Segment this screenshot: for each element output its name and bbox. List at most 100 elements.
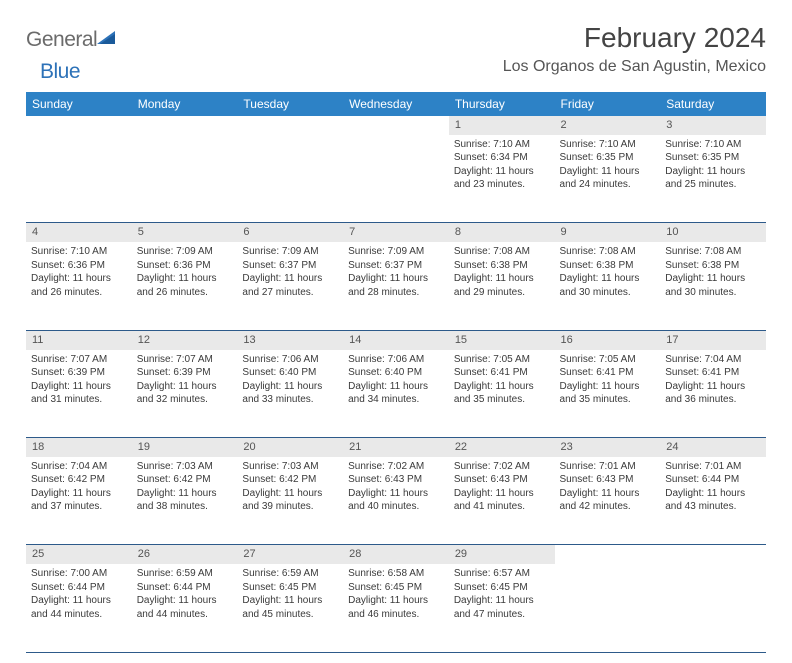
day-number-cell: 24	[660, 438, 766, 457]
daylight-text: Daylight: 11 hours and 41 minutes.	[454, 487, 550, 514]
sunrise-text: Sunrise: 6:59 AM	[137, 567, 233, 581]
day-cell	[343, 135, 449, 223]
day-number-cell: 20	[237, 438, 343, 457]
day-cell: Sunrise: 7:04 AMSunset: 6:42 PMDaylight:…	[26, 457, 132, 545]
daylight-text: Daylight: 11 hours and 45 minutes.	[242, 594, 338, 621]
day-number-cell: 27	[237, 545, 343, 564]
daylight-text: Daylight: 11 hours and 47 minutes.	[454, 594, 550, 621]
sunset-text: Sunset: 6:36 PM	[31, 259, 127, 273]
day-number-row: 123	[26, 116, 766, 135]
sunset-text: Sunset: 6:42 PM	[31, 473, 127, 487]
daylight-text: Daylight: 11 hours and 28 minutes.	[348, 272, 444, 299]
sunrise-text: Sunrise: 7:02 AM	[348, 460, 444, 474]
day-number-cell: 3	[660, 116, 766, 135]
day-number-cell: 1	[449, 116, 555, 135]
day-cell: Sunrise: 7:00 AMSunset: 6:44 PMDaylight:…	[26, 564, 132, 652]
day-cell: Sunrise: 7:08 AMSunset: 6:38 PMDaylight:…	[555, 242, 661, 330]
sunrise-text: Sunrise: 7:05 AM	[560, 353, 656, 367]
day-cell: Sunrise: 7:10 AMSunset: 6:34 PMDaylight:…	[449, 135, 555, 223]
sunrise-text: Sunrise: 7:07 AM	[31, 353, 127, 367]
weekday-header: Thursday	[449, 92, 555, 116]
daylight-text: Daylight: 11 hours and 44 minutes.	[31, 594, 127, 621]
day-cell: Sunrise: 6:58 AMSunset: 6:45 PMDaylight:…	[343, 564, 449, 652]
day-number-cell: 19	[132, 438, 238, 457]
sunset-text: Sunset: 6:42 PM	[242, 473, 338, 487]
sunset-text: Sunset: 6:41 PM	[560, 366, 656, 380]
sunrise-text: Sunrise: 7:08 AM	[454, 245, 550, 259]
sunset-text: Sunset: 6:45 PM	[454, 581, 550, 595]
sunrise-text: Sunrise: 7:10 AM	[665, 138, 761, 152]
day-number-cell: 13	[237, 330, 343, 349]
daylight-text: Daylight: 11 hours and 32 minutes.	[137, 380, 233, 407]
day-number-cell: 17	[660, 330, 766, 349]
day-cell: Sunrise: 7:09 AMSunset: 6:37 PMDaylight:…	[237, 242, 343, 330]
day-content-row: Sunrise: 7:04 AMSunset: 6:42 PMDaylight:…	[26, 457, 766, 545]
day-number-cell: 11	[26, 330, 132, 349]
daylight-text: Daylight: 11 hours and 36 minutes.	[665, 380, 761, 407]
sunrise-text: Sunrise: 7:02 AM	[454, 460, 550, 474]
daylight-text: Daylight: 11 hours and 39 minutes.	[242, 487, 338, 514]
daylight-text: Daylight: 11 hours and 33 minutes.	[242, 380, 338, 407]
day-number-cell: 25	[26, 545, 132, 564]
sunset-text: Sunset: 6:41 PM	[665, 366, 761, 380]
sunrise-text: Sunrise: 7:04 AM	[665, 353, 761, 367]
month-title: February 2024	[503, 22, 766, 54]
sunset-text: Sunset: 6:40 PM	[348, 366, 444, 380]
sunrise-text: Sunrise: 7:05 AM	[454, 353, 550, 367]
sunset-text: Sunset: 6:43 PM	[560, 473, 656, 487]
logo-text-general: General	[26, 28, 97, 52]
day-number-cell: 21	[343, 438, 449, 457]
sunrise-text: Sunrise: 7:00 AM	[31, 567, 127, 581]
day-number-cell: 22	[449, 438, 555, 457]
day-content-row: Sunrise: 7:10 AMSunset: 6:34 PMDaylight:…	[26, 135, 766, 223]
day-number-cell: 6	[237, 223, 343, 242]
daylight-text: Daylight: 11 hours and 40 minutes.	[348, 487, 444, 514]
day-number-cell: 10	[660, 223, 766, 242]
daylight-text: Daylight: 11 hours and 35 minutes.	[454, 380, 550, 407]
weekday-header-row: Sunday Monday Tuesday Wednesday Thursday…	[26, 92, 766, 116]
day-number-cell: 26	[132, 545, 238, 564]
day-number-cell: 15	[449, 330, 555, 349]
day-cell: Sunrise: 7:07 AMSunset: 6:39 PMDaylight:…	[26, 350, 132, 438]
day-number-cell	[26, 116, 132, 135]
day-number-cell: 5	[132, 223, 238, 242]
sunset-text: Sunset: 6:38 PM	[560, 259, 656, 273]
day-number-cell: 18	[26, 438, 132, 457]
sunrise-text: Sunrise: 7:06 AM	[242, 353, 338, 367]
sunrise-text: Sunrise: 7:10 AM	[31, 245, 127, 259]
day-number-cell: 8	[449, 223, 555, 242]
sunset-text: Sunset: 6:41 PM	[454, 366, 550, 380]
day-content-row: Sunrise: 7:07 AMSunset: 6:39 PMDaylight:…	[26, 350, 766, 438]
daylight-text: Daylight: 11 hours and 43 minutes.	[665, 487, 761, 514]
sunset-text: Sunset: 6:44 PM	[31, 581, 127, 595]
logo-text-blue: Blue	[40, 60, 80, 83]
sunset-text: Sunset: 6:38 PM	[665, 259, 761, 273]
sunrise-text: Sunrise: 7:07 AM	[137, 353, 233, 367]
sunset-text: Sunset: 6:34 PM	[454, 151, 550, 165]
weekday-header: Wednesday	[343, 92, 449, 116]
sunrise-text: Sunrise: 7:10 AM	[560, 138, 656, 152]
weekday-header: Friday	[555, 92, 661, 116]
day-cell: Sunrise: 7:01 AMSunset: 6:43 PMDaylight:…	[555, 457, 661, 545]
day-cell: Sunrise: 7:10 AMSunset: 6:35 PMDaylight:…	[660, 135, 766, 223]
daylight-text: Daylight: 11 hours and 44 minutes.	[137, 594, 233, 621]
sunrise-text: Sunrise: 6:59 AM	[242, 567, 338, 581]
day-number-cell	[555, 545, 661, 564]
daylight-text: Daylight: 11 hours and 31 minutes.	[31, 380, 127, 407]
day-cell: Sunrise: 7:09 AMSunset: 6:36 PMDaylight:…	[132, 242, 238, 330]
sunset-text: Sunset: 6:39 PM	[137, 366, 233, 380]
day-number-cell	[660, 545, 766, 564]
sunset-text: Sunset: 6:43 PM	[454, 473, 550, 487]
day-number-cell	[343, 116, 449, 135]
day-number-cell: 12	[132, 330, 238, 349]
sunset-text: Sunset: 6:37 PM	[348, 259, 444, 273]
day-cell: Sunrise: 7:03 AMSunset: 6:42 PMDaylight:…	[237, 457, 343, 545]
day-cell: Sunrise: 7:03 AMSunset: 6:42 PMDaylight:…	[132, 457, 238, 545]
day-cell: Sunrise: 7:08 AMSunset: 6:38 PMDaylight:…	[660, 242, 766, 330]
sunrise-text: Sunrise: 7:06 AM	[348, 353, 444, 367]
day-number-cell	[132, 116, 238, 135]
daylight-text: Daylight: 11 hours and 23 minutes.	[454, 165, 550, 192]
sunrise-text: Sunrise: 7:10 AM	[454, 138, 550, 152]
daylight-text: Daylight: 11 hours and 26 minutes.	[31, 272, 127, 299]
sunset-text: Sunset: 6:43 PM	[348, 473, 444, 487]
